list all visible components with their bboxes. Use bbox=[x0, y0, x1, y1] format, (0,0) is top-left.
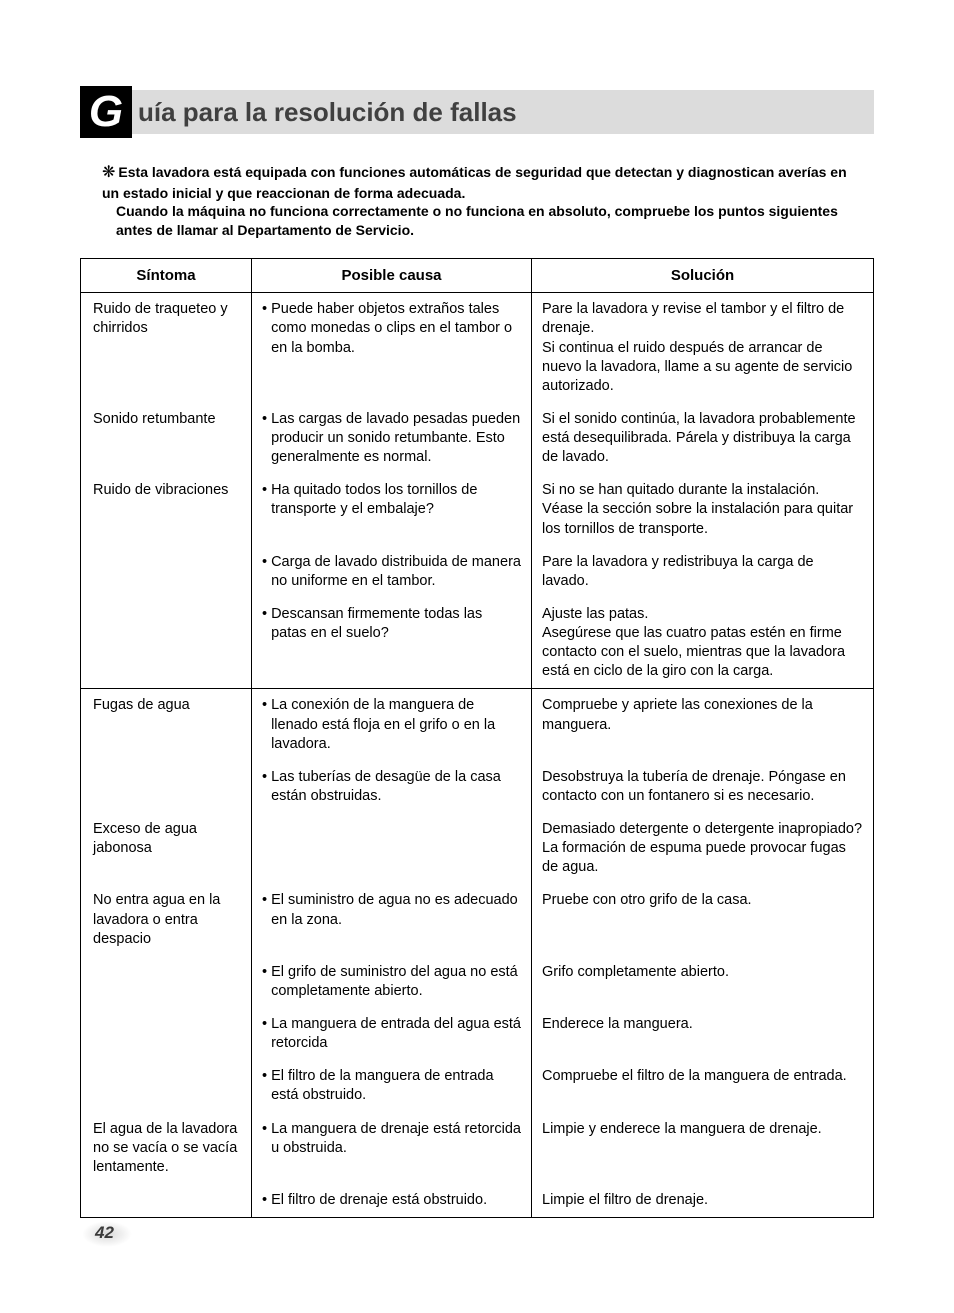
table-row: • Las tuberías de desagüe de la casa est… bbox=[81, 761, 874, 813]
table-row: • El filtro de drenaje está obstruido.Li… bbox=[81, 1184, 874, 1218]
table-row: Ruido de vibraciones• Ha quitado todos l… bbox=[81, 474, 874, 545]
symptom-cell: Ruido de traqueteo y chirridos bbox=[81, 293, 252, 403]
symptom-cell bbox=[81, 546, 252, 598]
cause-cell: • Descansan firmemente todas las patas e… bbox=[252, 598, 532, 689]
table-row: Exceso de agua jabonosa Demasiado deterge… bbox=[81, 813, 874, 884]
symptom-cell bbox=[81, 1060, 252, 1112]
cause-cell bbox=[252, 813, 532, 884]
table-row: • El filtro de la manguera de entrada es… bbox=[81, 1060, 874, 1112]
symptom-cell: No entra agua en la lavadora o entra des… bbox=[81, 884, 252, 955]
symptom-cell: Exceso de agua jabonosa bbox=[81, 813, 252, 884]
drop-cap: G bbox=[80, 86, 132, 138]
solution-cell: Desobstruya la tubería de drenaje. Pónga… bbox=[532, 761, 874, 813]
symptom-cell bbox=[81, 761, 252, 813]
solution-cell: Ajuste las patas.Asegúrese que las cuatr… bbox=[532, 598, 874, 689]
table-row: • Carga de lavado distribuida de manera … bbox=[81, 546, 874, 598]
cause-cell: • Ha quitado todos los tornillos de tran… bbox=[252, 474, 532, 545]
symptom-cell bbox=[81, 598, 252, 689]
symptom-cell bbox=[81, 956, 252, 1008]
solution-cell: Pruebe con otro grifo de la casa. bbox=[532, 884, 874, 955]
symptom-cell: Sonido retumbante bbox=[81, 403, 252, 474]
table-row: • La manguera de entrada del agua está r… bbox=[81, 1008, 874, 1060]
table-header-row: Síntoma Posible causa Solución bbox=[81, 259, 874, 293]
symptom-cell: Fugas de agua bbox=[81, 689, 252, 761]
solution-cell: Demasiado detergente o detergente inapro… bbox=[532, 813, 874, 884]
solution-cell: Limpie el filtro de drenaje. bbox=[532, 1184, 874, 1218]
star-icon: ❋ bbox=[102, 164, 115, 181]
cause-cell: • El filtro de drenaje está obstruido. bbox=[252, 1184, 532, 1218]
troubleshooting-table: Síntoma Posible causa Solución Ruido de … bbox=[80, 258, 874, 1218]
table-row: El agua de la lavadora no se vacía o se … bbox=[81, 1113, 874, 1184]
solution-cell: Limpie y enderece la manguera de drenaje… bbox=[532, 1113, 874, 1184]
solution-cell: Pare la lavadora y revise el tambor y el… bbox=[532, 293, 874, 403]
cause-cell: • El filtro de la manguera de entrada es… bbox=[252, 1060, 532, 1112]
table-row: Sonido retumbante• Las cargas de lavado … bbox=[81, 403, 874, 474]
page-title-text: uía para la resolución de fallas bbox=[132, 90, 517, 134]
cause-cell: • Las tuberías de desagüe de la casa est… bbox=[252, 761, 532, 813]
symptom-cell: Ruido de vibraciones bbox=[81, 474, 252, 545]
cause-cell: • Las cargas de lavado pesadas pueden pr… bbox=[252, 403, 532, 474]
header-solution: Solución bbox=[532, 259, 874, 293]
solution-cell: Si el sonido continúa, la lavadora proba… bbox=[532, 403, 874, 474]
solution-cell: Pare la lavadora y redistribuya la carga… bbox=[532, 546, 874, 598]
solution-cell: Si no se han quitado durante la instalac… bbox=[532, 474, 874, 545]
intro-paragraph: ❋Esta lavadora está equipada con funcion… bbox=[102, 162, 866, 240]
cause-cell: • La manguera de drenaje está retorcida … bbox=[252, 1113, 532, 1184]
header-symptom: Síntoma bbox=[81, 259, 252, 293]
solution-cell: Compruebe el filtro de la manguera de en… bbox=[532, 1060, 874, 1112]
symptom-cell bbox=[81, 1184, 252, 1218]
intro-bold-text: Esta lavadora está equipada con funcione… bbox=[102, 164, 847, 201]
symptom-cell bbox=[81, 1008, 252, 1060]
cause-cell: • La conexión de la manguera de llenado … bbox=[252, 689, 532, 761]
table-body: Ruido de traqueteo y chirridos• Puede ha… bbox=[81, 293, 874, 1218]
cause-cell: • Carga de lavado distribuida de manera … bbox=[252, 546, 532, 598]
solution-cell: Grifo completamente abierto. bbox=[532, 956, 874, 1008]
table-row: Fugas de agua• La conexión de la manguer… bbox=[81, 689, 874, 761]
table-row: No entra agua en la lavadora o entra des… bbox=[81, 884, 874, 955]
intro-normal-text: Cuando la máquina no funciona correctame… bbox=[102, 202, 866, 240]
cause-cell: • El grifo de suministro del agua no est… bbox=[252, 956, 532, 1008]
cause-cell: • Puede haber objetos extraños tales com… bbox=[252, 293, 532, 403]
cause-cell: • El suministro de agua no es adecuado e… bbox=[252, 884, 532, 955]
solution-cell: Compruebe y apriete las conexiones de la… bbox=[532, 689, 874, 761]
page-title-bar: G uía para la resolución de fallas bbox=[80, 90, 874, 134]
cause-cell: • La manguera de entrada del agua está r… bbox=[252, 1008, 532, 1060]
page-number: 42 bbox=[95, 1223, 114, 1243]
symptom-cell: El agua de la lavadora no se vacía o se … bbox=[81, 1113, 252, 1184]
table-row: • El grifo de suministro del agua no est… bbox=[81, 956, 874, 1008]
header-cause: Posible causa bbox=[252, 259, 532, 293]
table-row: Ruido de traqueteo y chirridos• Puede ha… bbox=[81, 293, 874, 403]
solution-cell: Enderece la manguera. bbox=[532, 1008, 874, 1060]
table-row: • Descansan firmemente todas las patas e… bbox=[81, 598, 874, 689]
